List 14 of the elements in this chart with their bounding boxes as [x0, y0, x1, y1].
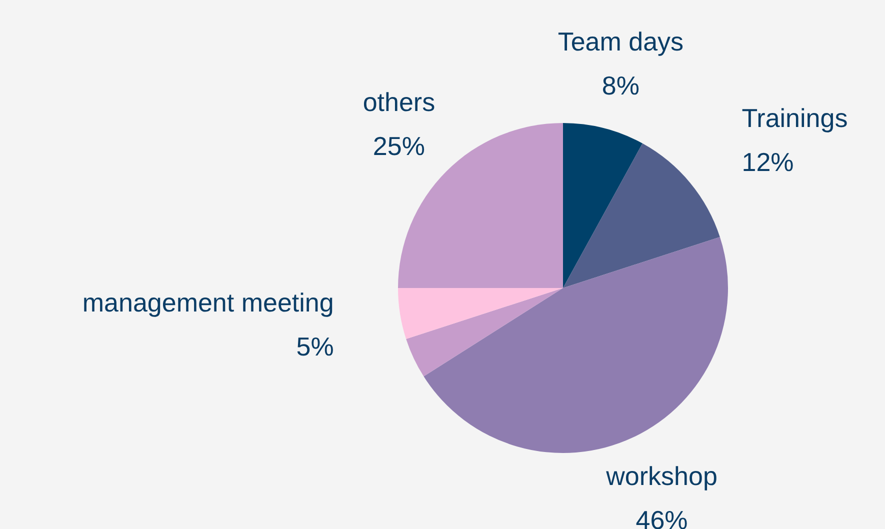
pie-slice — [424, 237, 728, 453]
slice-label: Team days — [558, 26, 684, 56]
data-label: 5% — [296, 331, 334, 362]
slice-label: Trainings — [742, 103, 848, 134]
data-label: 12% — [742, 147, 794, 178]
pie-slice — [563, 143, 720, 288]
slice-label: workshop — [605, 460, 718, 491]
data-label: 25% — [372, 130, 425, 161]
data-label: 46% — [636, 504, 688, 529]
data-label: 8% — [602, 70, 640, 100]
slice-label: management meeting — [82, 287, 334, 318]
pie-slice — [398, 288, 563, 339]
slice-label: others — [362, 86, 436, 117]
pie-slice — [563, 123, 642, 288]
